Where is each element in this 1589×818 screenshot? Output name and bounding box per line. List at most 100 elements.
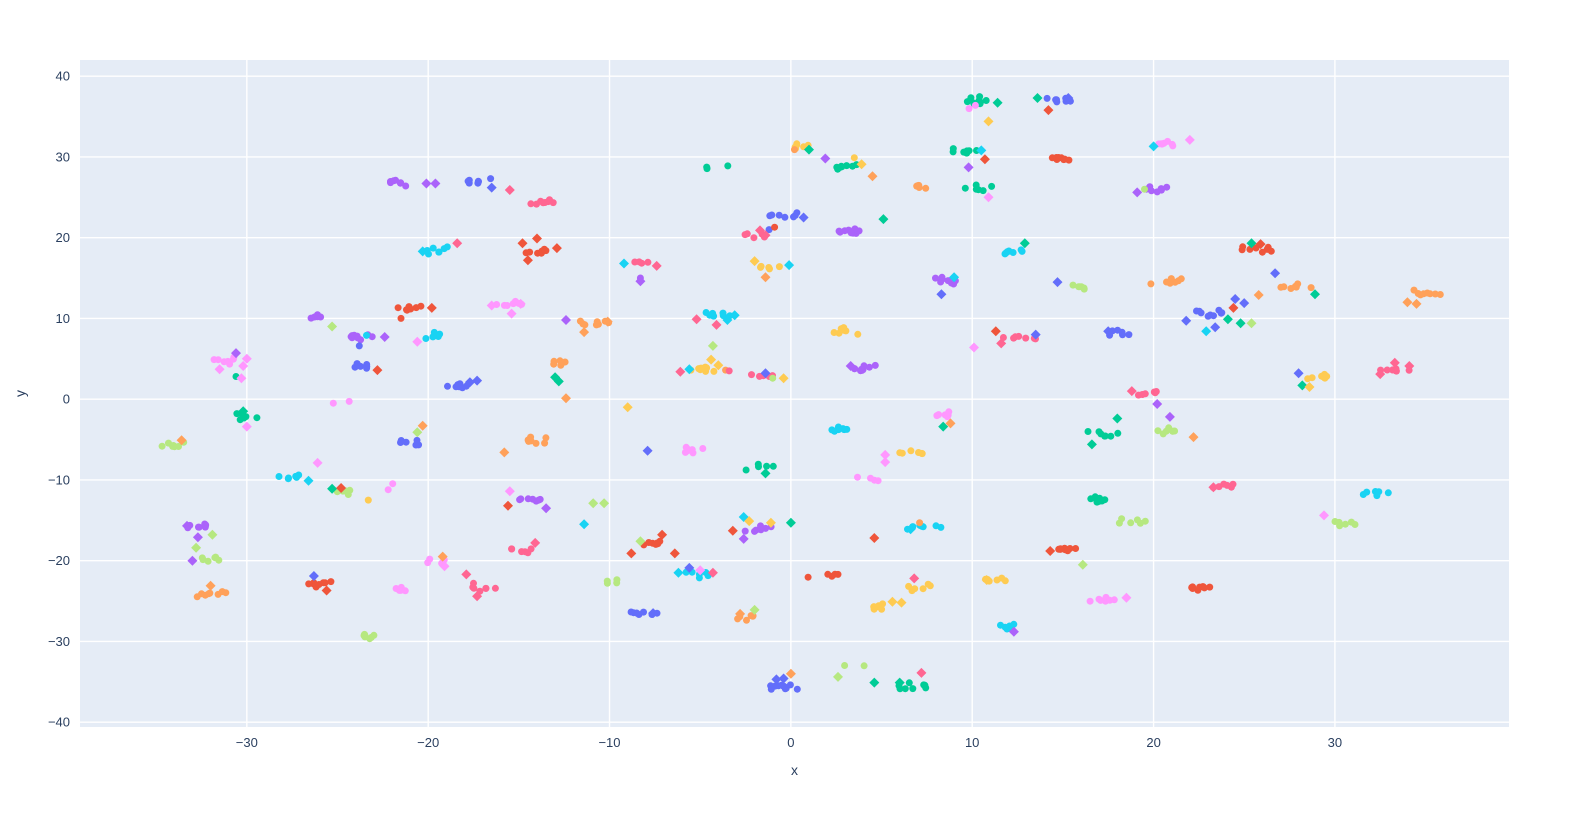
data-point-diamond [869, 533, 880, 543]
data-point-diamond [675, 366, 686, 377]
data-point-diamond [979, 154, 990, 165]
data-point-diamond [417, 246, 428, 257]
cluster-point [500, 301, 508, 309]
cluster-point [579, 320, 587, 328]
cluster-point [922, 184, 930, 192]
data-point-diamond [1008, 626, 1019, 637]
cluster-point [1095, 497, 1103, 505]
data-point-diamond [532, 233, 542, 244]
cluster-point [1307, 284, 1315, 292]
cluster-point [757, 262, 765, 270]
cluster-point [702, 309, 710, 316]
data-point-circle [1258, 248, 1266, 256]
cluster-point [979, 187, 987, 195]
cluster-point [321, 579, 329, 587]
cluster-point [1423, 289, 1431, 297]
data-point-circle [1141, 185, 1148, 193]
data-point-diamond [1239, 298, 1250, 309]
cluster-point [932, 274, 939, 282]
y-tick-label: 40 [56, 69, 70, 84]
cluster-point [218, 588, 226, 596]
cluster-point [195, 523, 203, 531]
data-point-diamond [1086, 439, 1097, 450]
data-point-diamond [1411, 298, 1422, 309]
cluster-point [763, 462, 771, 470]
y-tick-label: −30 [48, 634, 70, 649]
plot-area[interactable] [80, 60, 1509, 727]
cluster-point [901, 685, 909, 693]
cluster-point [703, 163, 711, 171]
cluster-point [1057, 545, 1064, 553]
data-point-diamond [207, 529, 218, 540]
data-point-diamond [735, 608, 746, 619]
cluster-point [911, 585, 919, 593]
data-point-diamond [379, 332, 390, 342]
data-point-diamond [1235, 318, 1246, 329]
cluster-point [1431, 290, 1439, 298]
data-point-diamond [905, 524, 916, 535]
data-point-diamond [760, 230, 771, 241]
data-point-diamond [561, 315, 571, 325]
cluster-point [394, 304, 402, 312]
cluster-point [522, 249, 530, 257]
cluster-point [836, 228, 844, 236]
cluster-point [699, 445, 707, 452]
data-point-diamond [327, 483, 338, 494]
cluster-point [491, 584, 499, 592]
cluster-point [315, 581, 323, 588]
x-tick-label: 20 [1146, 735, 1160, 750]
data-point-diamond [744, 516, 755, 527]
cluster-point [935, 411, 943, 419]
cluster-point [253, 414, 261, 422]
cluster-point [435, 248, 443, 256]
data-point-diamond [820, 153, 831, 164]
cluster-point [767, 685, 775, 693]
data-point-diamond [1043, 105, 1054, 116]
cluster-point [1160, 139, 1168, 147]
data-point-circle [355, 342, 363, 350]
data-point-diamond [1188, 432, 1199, 443]
data-point-diamond [553, 376, 564, 387]
data-point-diamond [1126, 386, 1137, 397]
data-point-diamond [949, 272, 960, 283]
data-point-diamond [506, 308, 517, 319]
cluster-point [508, 545, 516, 553]
cluster-point [1002, 249, 1010, 257]
data-point-diamond [417, 420, 428, 431]
cluster-point [747, 612, 755, 620]
data-point-diamond [760, 468, 771, 479]
data-point-diamond [1404, 361, 1415, 371]
y-tick-label: 20 [56, 230, 70, 245]
data-point-diamond [785, 668, 796, 679]
data-point-diamond [713, 360, 724, 371]
cluster-point [401, 587, 409, 595]
cluster-point [1204, 312, 1212, 320]
data-point-diamond [1246, 238, 1257, 249]
cluster-point [1347, 518, 1355, 526]
data-point-diamond [303, 475, 314, 486]
cluster-point [475, 178, 482, 185]
cluster-point [750, 234, 758, 242]
cluster-point [1292, 283, 1300, 291]
cluster-point [997, 621, 1004, 629]
data-point-diamond [238, 406, 249, 417]
cluster-point [1169, 142, 1177, 150]
cluster-point [965, 105, 973, 113]
data-point-diamond [1032, 93, 1043, 103]
cluster-point [1323, 372, 1331, 380]
data-point-diamond [1019, 238, 1030, 249]
cluster-point [972, 185, 980, 193]
cluster-point [938, 273, 946, 281]
data-point-diamond [515, 298, 526, 309]
cluster-point [1195, 307, 1203, 315]
data-point-diamond [669, 548, 680, 559]
data-point-diamond [588, 498, 599, 509]
data-point-diamond [1077, 559, 1088, 570]
data-point-diamond [738, 533, 749, 544]
cluster-point [1331, 518, 1339, 525]
data-point-diamond [1181, 315, 1192, 326]
data-point-diamond [241, 353, 252, 364]
data-point-diamond [1112, 413, 1123, 424]
data-point-diamond [176, 435, 187, 446]
data-point-circle [397, 314, 405, 322]
